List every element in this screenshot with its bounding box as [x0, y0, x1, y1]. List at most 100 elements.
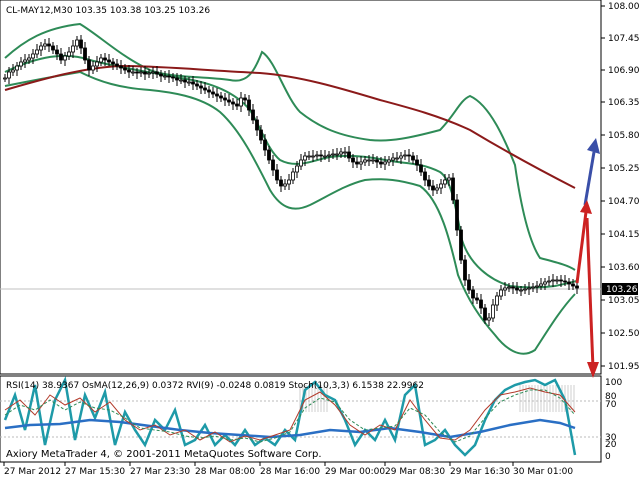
candle	[463, 255, 467, 286]
candle	[251, 104, 255, 124]
candle	[351, 154, 355, 168]
candle	[519, 286, 523, 296]
candle	[119, 60, 123, 74]
time-axis: 27 Mar 2012 27 Mar 15:30 27 Mar 23:30 28 Ma…	[3, 462, 573, 477]
time-tick-label: 27 Mar 2012	[4, 467, 61, 477]
candle	[451, 173, 455, 204]
candle	[391, 153, 395, 166]
main-chart-panel[interactable]	[0, 0, 602, 375]
candle	[291, 168, 295, 184]
candle	[511, 282, 515, 294]
candle	[475, 293, 479, 304]
candle	[95, 56, 99, 72]
candle	[543, 278, 547, 290]
price-tick-label: 105.80	[608, 131, 640, 141]
candle	[143, 66, 147, 80]
candle	[67, 47, 71, 60]
candle	[459, 226, 463, 264]
candle	[443, 174, 447, 188]
candle	[231, 98, 235, 110]
candle	[195, 80, 199, 90]
candle	[259, 125, 263, 144]
candle	[271, 155, 275, 176]
arrow-up-blue-icon	[587, 138, 600, 154]
arrow-down-red-icon	[587, 362, 599, 378]
time-tick-label: 29 Mar 16:30	[450, 467, 510, 477]
candle	[415, 155, 419, 171]
arrow-up-red-shaft	[575, 211, 588, 284]
price-tick-label: 106.90	[608, 66, 640, 76]
candle	[455, 194, 459, 236]
price-tick-label: 104.70	[608, 197, 640, 207]
candle	[447, 174, 451, 186]
candle	[263, 134, 267, 156]
bollinger-upper-band	[4, 22, 576, 271]
candle	[83, 42, 87, 64]
time-tick-label: 27 Mar 23:30	[130, 467, 190, 477]
candle	[171, 73, 175, 82]
price-tick-label: 108.00	[608, 2, 640, 12]
candle	[355, 157, 359, 168]
candle	[87, 56, 91, 76]
candle	[535, 281, 539, 293]
candle	[371, 154, 375, 164]
candle	[247, 95, 251, 116]
candle	[179, 74, 183, 84]
price-axis: 108.00 107.45 106.90 106.35 105.80 105.25 104.…	[601, 2, 640, 372]
candle	[19, 57, 23, 70]
candle	[467, 274, 471, 294]
candle	[255, 116, 259, 136]
candle	[395, 152, 399, 162]
candle	[187, 77, 191, 86]
indicator-tick-label: 20	[605, 440, 617, 450]
candle	[219, 92, 223, 102]
candle	[411, 152, 415, 164]
candle	[491, 299, 495, 322]
indicator-red-line	[4, 387, 576, 443]
candle	[139, 67, 143, 77]
candle	[327, 151, 331, 162]
candle	[335, 148, 339, 160]
candle	[507, 283, 511, 292]
candle	[551, 274, 555, 287]
candle	[207, 86, 211, 98]
candle	[279, 176, 283, 192]
time-tick-label: 29 Mar 08:30	[385, 467, 445, 477]
time-tick-label: 28 Mar 08:00	[195, 467, 255, 477]
candle	[239, 92, 243, 112]
candle	[51, 42, 55, 54]
candle	[367, 155, 371, 166]
candle	[471, 286, 475, 304]
forecast-arrows	[575, 138, 600, 378]
arrow-up-red-icon	[580, 200, 592, 214]
candle	[35, 44, 39, 58]
candle	[319, 150, 323, 162]
candle	[487, 313, 491, 326]
time-tick-label: 29 Mar 00:00	[325, 467, 385, 477]
candle	[283, 179, 287, 190]
candle	[163, 71, 167, 80]
candle	[31, 49, 35, 64]
candle	[175, 73, 179, 86]
candle	[199, 81, 203, 94]
candle	[547, 276, 551, 286]
price-tick-label: 103.60	[608, 263, 640, 273]
candle	[479, 294, 483, 314]
candle	[431, 180, 435, 196]
candle	[567, 278, 571, 290]
candle	[211, 87, 215, 98]
watermark: Axiory MetaTrader 4, © 2001-2011 MetaQuo…	[6, 449, 322, 460]
candle	[563, 275, 567, 286]
candle	[375, 156, 379, 168]
candle	[11, 64, 15, 76]
time-tick-label: 28 Mar 16:00	[260, 467, 320, 477]
indicator-tick-label: 0	[605, 452, 611, 462]
candle	[315, 151, 319, 160]
time-tick-label: 30 Mar 01:00	[513, 467, 573, 477]
candle	[15, 62, 19, 76]
candle	[111, 58, 115, 70]
candle	[323, 150, 327, 160]
indicator-tick-label: 100	[605, 378, 622, 388]
moving-average-line	[4, 64, 576, 189]
